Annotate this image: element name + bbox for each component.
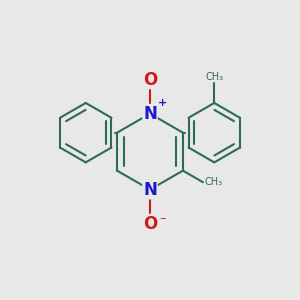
Text: O: O <box>143 70 157 88</box>
Text: CH₃: CH₃ <box>205 177 223 187</box>
Text: ⁻: ⁻ <box>159 215 166 228</box>
Text: N: N <box>143 181 157 199</box>
Text: +: + <box>158 98 167 108</box>
Text: CH₃: CH₃ <box>205 72 223 82</box>
Text: N: N <box>143 105 157 123</box>
Text: O: O <box>143 215 157 233</box>
